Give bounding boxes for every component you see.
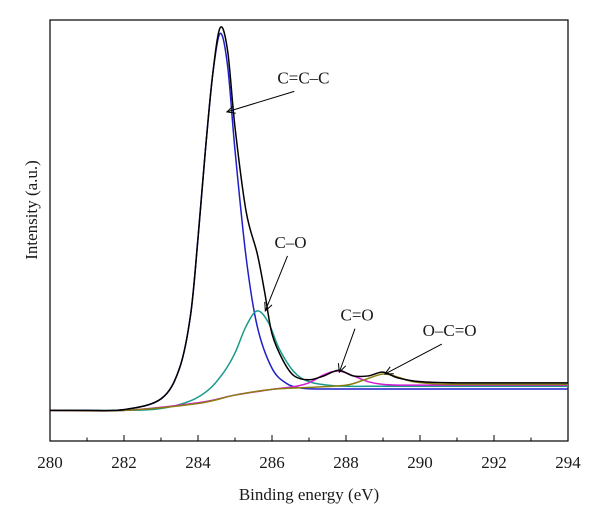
annotation-arrow-line [226,90,295,113]
y-axis-label: Intensity (a.u.) [22,160,41,260]
annotation-arrow-line [264,255,288,312]
series-line-3 [49,370,568,412]
x-tick-label: 284 [185,453,211,472]
series-line-1 [49,32,568,412]
annotation-arrow-head [225,105,236,114]
annotation-arrow-head [264,301,273,312]
peak-annotation-label: O–C=O [423,321,477,340]
annotation-arrow-head [337,363,347,374]
x-tick-label: 282 [111,453,137,472]
peak-annotation-label: C=O [340,306,373,325]
annotation-arrow-line [384,343,443,375]
peak-annotation-label: C=C–C [277,68,329,87]
x-tick-label: 286 [259,453,285,472]
x-axis-ticks: 280 282 284 286 288 290 292 294 [37,435,581,472]
series-line-4 [49,373,568,412]
x-tick-label: 290 [407,453,433,472]
series-line-2 [49,310,568,412]
annotation-arrow-line [338,328,356,373]
series-line-0 [49,26,568,412]
curves-group [49,26,568,412]
x-tick-label: 292 [481,453,507,472]
x-tick-label: 280 [37,453,63,472]
peak-annotation-label: C–O [274,233,306,252]
x-tick-label: 288 [333,453,359,472]
x-axis-label: Binding energy (eV) [239,485,379,504]
annotations-group: C=C–C C–O C=O O–C=O [225,68,477,375]
x-tick-label: 294 [555,453,581,472]
annotation-arrow-head [383,366,394,375]
